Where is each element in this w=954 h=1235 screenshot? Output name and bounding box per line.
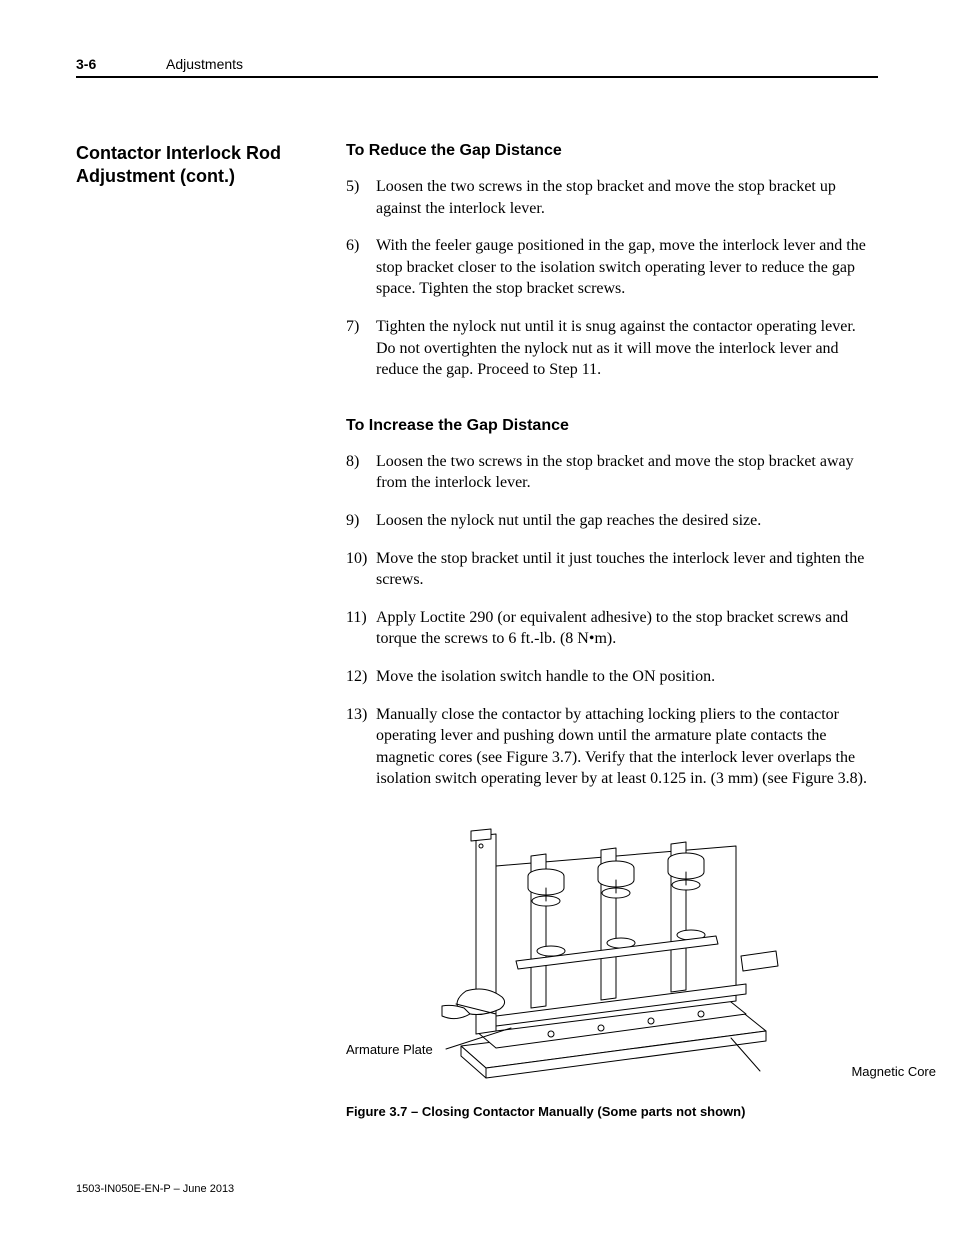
increase-heading: To Increase the Gap Distance [346, 417, 878, 435]
footer-doc-id: 1503-IN050E-EN-P – June 2013 [76, 1183, 234, 1195]
sidebar-title: Contactor Interlock Rod Adjustment (cont… [76, 142, 322, 187]
main-content: To Reduce the Gap Distance 5) Loosen the… [346, 142, 878, 1119]
step-number: 9) [346, 510, 376, 532]
step-text: Loosen the two screws in the stop bracke… [376, 451, 878, 494]
step-number: 12) [346, 666, 376, 688]
sidebar-title-line2: Adjustment (cont.) [76, 166, 235, 186]
step: 7) Tighten the nylock nut until it is sn… [346, 316, 878, 381]
step-number: 5) [346, 176, 376, 219]
step-number: 10) [346, 548, 376, 591]
figure-label-armature: Armature Plate [346, 1042, 433, 1057]
step-number: 13) [346, 704, 376, 790]
figure-caption: Figure 3.7 – Closing Contactor Manually … [346, 1104, 878, 1119]
sidebar: Contactor Interlock Rod Adjustment (cont… [76, 142, 346, 1119]
step-number: 11) [346, 607, 376, 650]
step-number: 7) [346, 316, 376, 381]
step-text: Tighten the nylock nut until it is snug … [376, 316, 878, 381]
step-text: Apply Loctite 290 (or equivalent adhesiv… [376, 607, 878, 650]
step: 12) Move the isolation switch handle to … [346, 666, 878, 688]
page-header: 3-6 Adjustments [76, 56, 878, 78]
step-text: Move the isolation switch handle to the … [376, 666, 878, 688]
step: 13) Manually close the contactor by atta… [346, 704, 878, 790]
body: Contactor Interlock Rod Adjustment (cont… [76, 142, 878, 1119]
page: 3-6 Adjustments Contactor Interlock Rod … [0, 0, 954, 1235]
reduce-heading: To Reduce the Gap Distance [346, 142, 878, 160]
reduce-steps: 5) Loosen the two screws in the stop bra… [346, 176, 878, 381]
sidebar-title-line1: Contactor Interlock Rod [76, 143, 281, 163]
step: 10) Move the stop bracket until it just … [346, 548, 878, 591]
step-text: Move the stop bracket until it just touc… [376, 548, 878, 591]
step-number: 6) [346, 235, 376, 300]
page-number: 3-6 [76, 56, 166, 72]
step: 9) Loosen the nylock nut until the gap r… [346, 510, 878, 532]
step: 8) Loosen the two screws in the stop bra… [346, 451, 878, 494]
step: 11) Apply Loctite 290 (or equivalent adh… [346, 607, 878, 650]
step-text: With the feeler gauge positioned in the … [376, 235, 878, 300]
step: 5) Loosen the two screws in the stop bra… [346, 176, 878, 219]
figure: Armature Plate Magnetic Core [346, 806, 878, 1086]
step-text: Loosen the nylock nut until the gap reac… [376, 510, 878, 532]
step-text: Manually close the contactor by attachin… [376, 704, 878, 790]
increase-steps: 8) Loosen the two screws in the stop bra… [346, 451, 878, 790]
step: 6) With the feeler gauge positioned in t… [346, 235, 878, 300]
step-text: Loosen the two screws in the stop bracke… [376, 176, 878, 219]
step-number: 8) [346, 451, 376, 494]
section-name: Adjustments [166, 56, 243, 72]
figure-label-magnetic-core: Magnetic Core [851, 1064, 936, 1079]
